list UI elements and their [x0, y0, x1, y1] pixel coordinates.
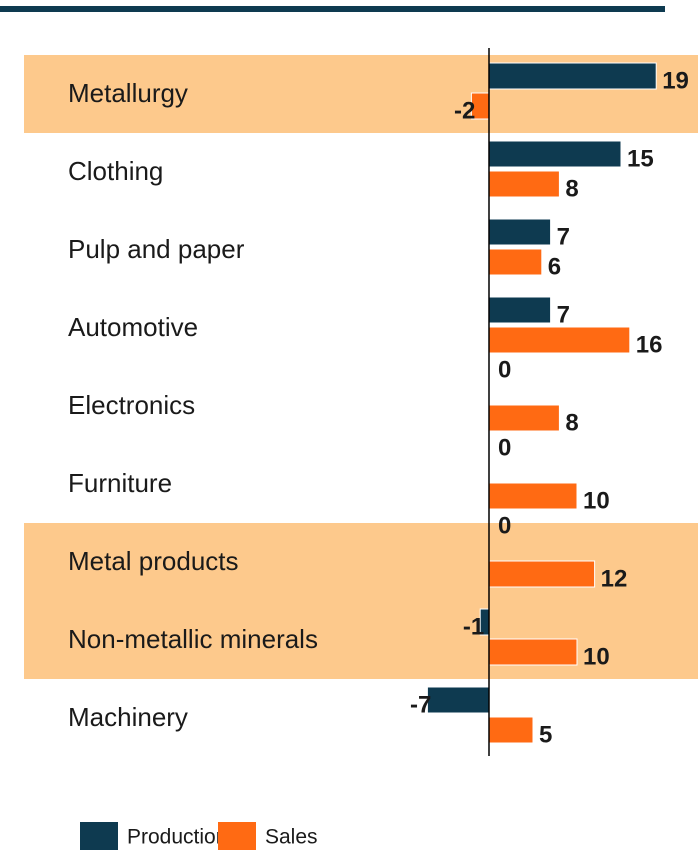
legend-swatch: [80, 822, 118, 850]
bar: [488, 560, 596, 588]
value-label: 15: [627, 145, 654, 172]
value-label: 19: [662, 67, 689, 94]
value-label: 8: [565, 175, 578, 202]
category-label: Clothing: [68, 156, 163, 186]
bar: [488, 716, 534, 744]
value-label: 5: [539, 721, 552, 748]
category-label: Machinery: [68, 702, 188, 732]
value-label: 16: [636, 331, 663, 358]
value-label: 6: [548, 253, 561, 280]
value-label: 10: [583, 487, 610, 514]
value-label: -7: [410, 691, 431, 718]
category-label: Non-metallic minerals: [68, 624, 318, 654]
value-label: 7: [557, 301, 570, 328]
value-label: 12: [601, 565, 628, 592]
bar: [488, 296, 552, 324]
bar: [426, 686, 490, 714]
highlight-band: [24, 601, 698, 679]
value-label: 0: [498, 356, 511, 383]
bar: [488, 248, 543, 276]
bar: [488, 326, 631, 354]
category-label: Furniture: [68, 468, 172, 498]
bar: [488, 404, 560, 432]
bar: [488, 218, 552, 246]
value-label: 0: [498, 512, 511, 539]
bar: [488, 482, 578, 510]
category-label: Metal products: [68, 546, 239, 576]
category-label: Pulp and paper: [68, 234, 245, 264]
legend-label: Sales: [265, 826, 318, 849]
bar: [488, 638, 578, 666]
plot: Metallurgy Clothing Pulp and paper Automoti…: [68, 48, 689, 850]
value-label: 7: [557, 223, 570, 250]
value-label: -2: [454, 97, 475, 124]
bar: [488, 170, 560, 198]
bar: [488, 62, 657, 90]
bar: [488, 140, 622, 168]
value-label: 0: [498, 434, 511, 461]
category-label: Automotive: [68, 312, 198, 342]
value-label: -1: [463, 613, 484, 640]
top-rule: [0, 6, 665, 12]
legend-swatch: [218, 822, 256, 850]
legend-label: Production: [127, 826, 227, 849]
category-label: Electronics: [68, 390, 195, 420]
value-label: 10: [583, 643, 610, 670]
value-label: 8: [565, 409, 578, 436]
category-label: Metallurgy: [68, 78, 188, 108]
